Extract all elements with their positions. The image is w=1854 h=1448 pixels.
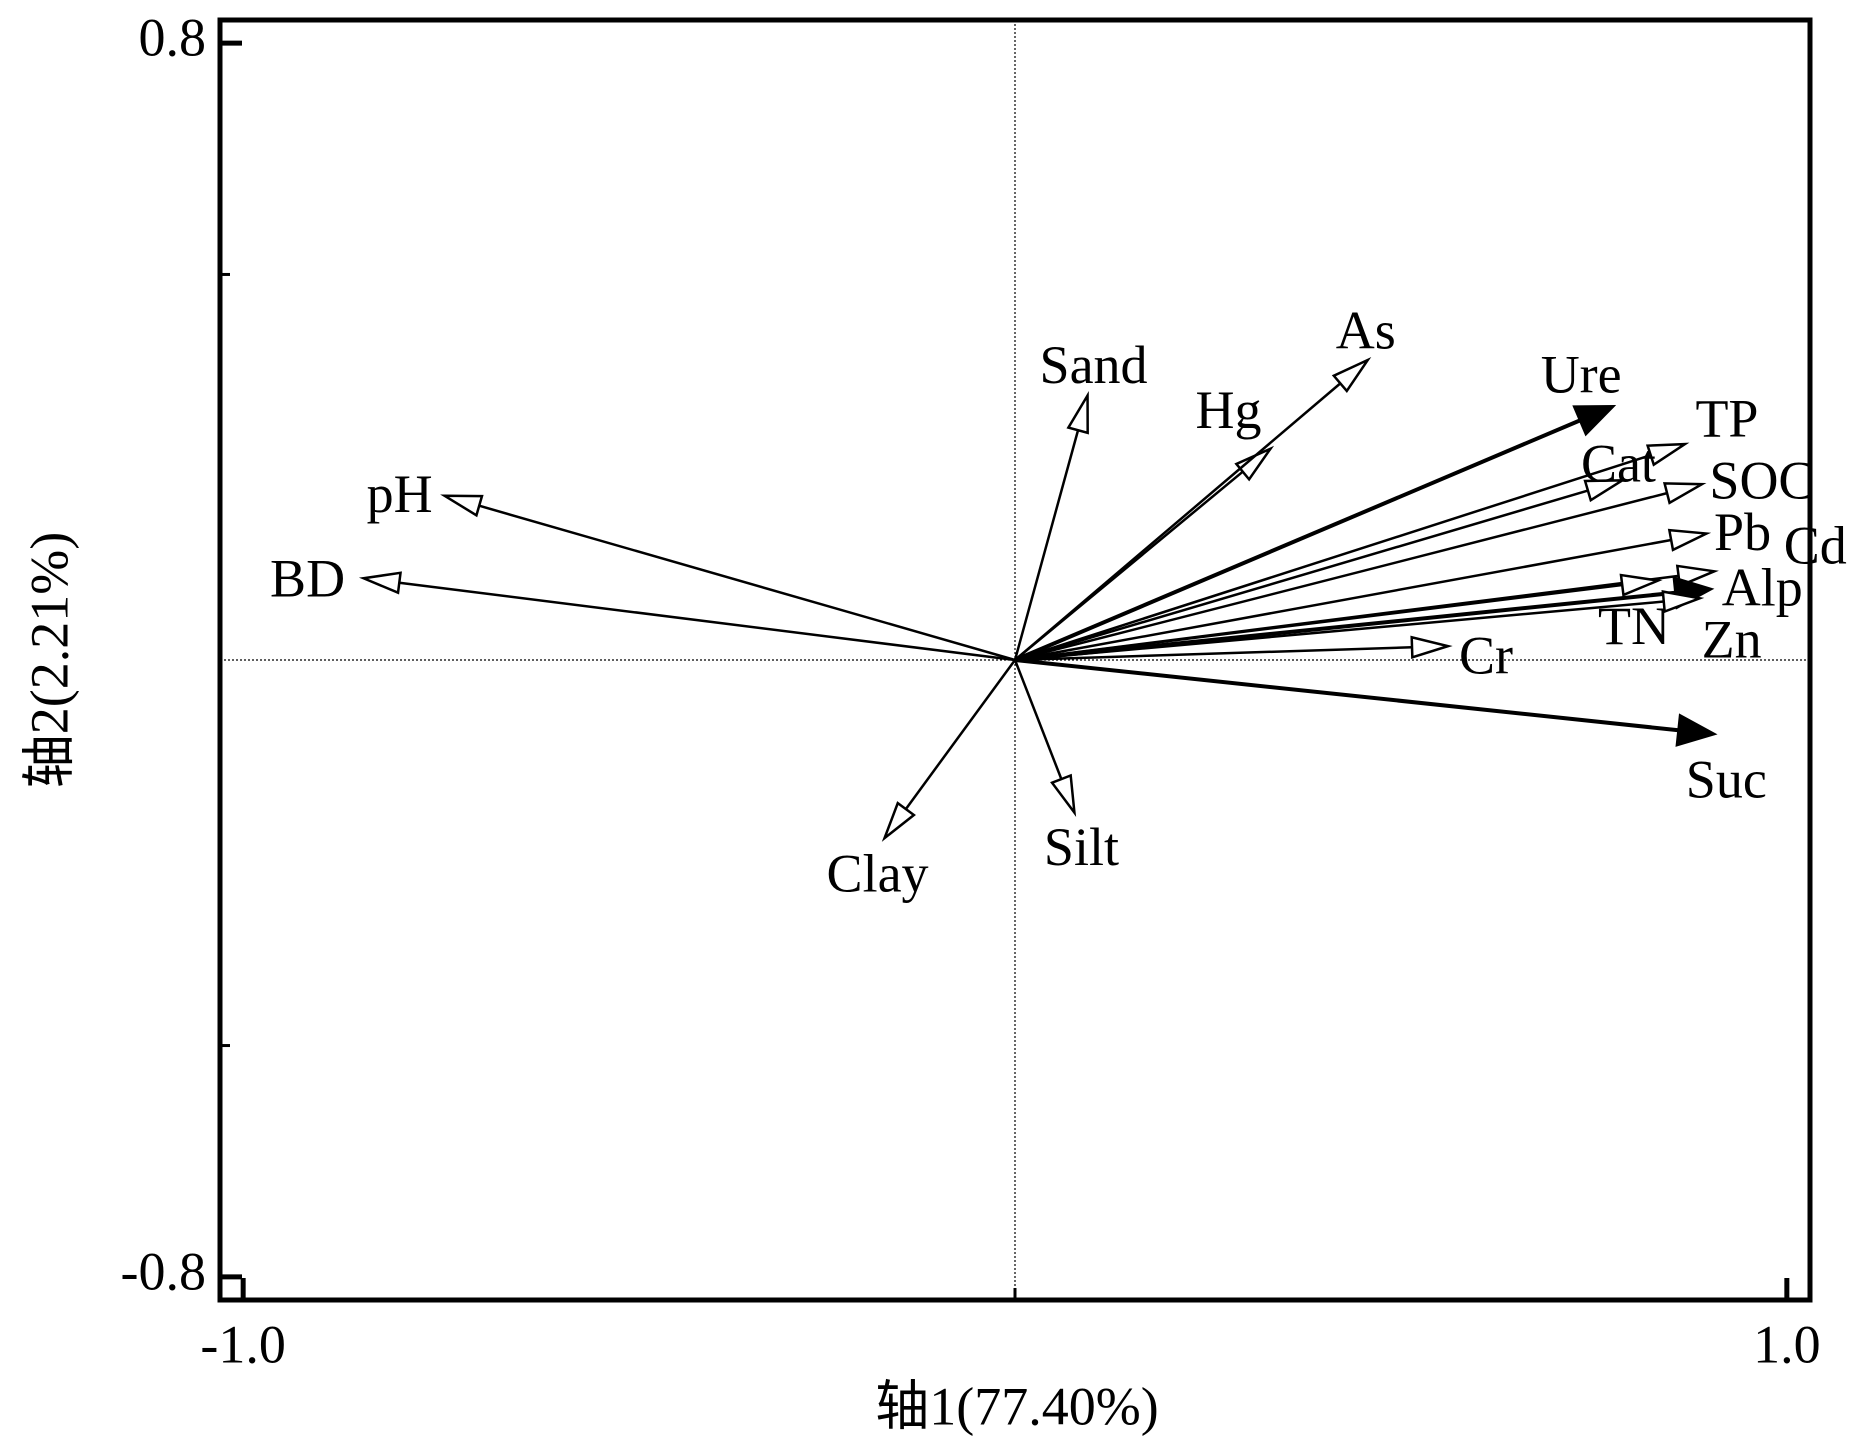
x-tick-label: 1.0 bbox=[1753, 1314, 1821, 1374]
vector-line bbox=[1014, 453, 1652, 662]
vector-label: Clay bbox=[827, 844, 929, 904]
vector-line bbox=[1014, 382, 1342, 661]
vector-line bbox=[1013, 659, 1063, 780]
vector-line bbox=[1014, 418, 1581, 662]
arrowhead bbox=[1331, 357, 1372, 394]
arrowhead bbox=[358, 571, 402, 595]
vector-line bbox=[1014, 600, 1664, 662]
vector-label: SOC bbox=[1709, 451, 1814, 511]
vector-line bbox=[904, 659, 1017, 810]
arrowhead bbox=[1661, 590, 1705, 614]
vector-label: BD bbox=[270, 549, 345, 609]
vector-label: Cr bbox=[1459, 626, 1513, 686]
arrowhead bbox=[1675, 713, 1718, 747]
arrowhead bbox=[1050, 773, 1077, 818]
y-axis-label: 轴2(2.21%) bbox=[19, 532, 79, 788]
arrowhead bbox=[440, 494, 484, 518]
vector-line bbox=[1014, 538, 1672, 662]
arrowhead bbox=[881, 801, 916, 842]
vector-label: Ure bbox=[1541, 345, 1622, 405]
plot-frame bbox=[217, 17, 1813, 1303]
vector-label: TP bbox=[1695, 388, 1758, 448]
arrowhead bbox=[1667, 528, 1712, 552]
vector-label: Alp bbox=[1722, 557, 1803, 617]
y-tick-label: 0.8 bbox=[139, 8, 207, 68]
arrowhead bbox=[1572, 405, 1617, 437]
vector-label: Pb bbox=[1714, 502, 1771, 562]
vector-label: Zn bbox=[1702, 610, 1762, 670]
vector-line bbox=[1014, 583, 1623, 662]
vector-line bbox=[1014, 489, 1589, 662]
vector-label: Hg bbox=[1195, 380, 1261, 440]
vector-line bbox=[399, 581, 1016, 662]
x-axis-label: 轴1(77.40%) bbox=[875, 1376, 1158, 1436]
arrowhead bbox=[1662, 482, 1707, 505]
vector-label: Cd bbox=[1784, 516, 1847, 576]
vector-line bbox=[1014, 646, 1413, 662]
arrowhead bbox=[1619, 573, 1663, 597]
vector-label: Suc bbox=[1686, 749, 1767, 809]
arrowhead bbox=[1583, 479, 1627, 503]
arrowhead bbox=[1234, 445, 1275, 482]
x-tick-label: -1.0 bbox=[200, 1314, 285, 1374]
vector-label: Silt bbox=[1044, 817, 1119, 877]
vector-line bbox=[1014, 590, 1676, 662]
vector-label: Cat bbox=[1581, 434, 1656, 494]
arrowhead bbox=[1066, 391, 1089, 435]
vector-line bbox=[478, 504, 1016, 662]
vector-label: As bbox=[1336, 300, 1396, 360]
vector-line bbox=[1014, 491, 1668, 662]
vector-line bbox=[1013, 429, 1080, 661]
vector-label: pH bbox=[367, 464, 433, 524]
vector-label: Sand bbox=[1040, 335, 1148, 395]
arrowhead bbox=[1645, 442, 1690, 467]
y-tick-label: -0.8 bbox=[121, 1241, 206, 1301]
arrowhead bbox=[1410, 635, 1453, 659]
vector-line bbox=[1014, 658, 1679, 733]
